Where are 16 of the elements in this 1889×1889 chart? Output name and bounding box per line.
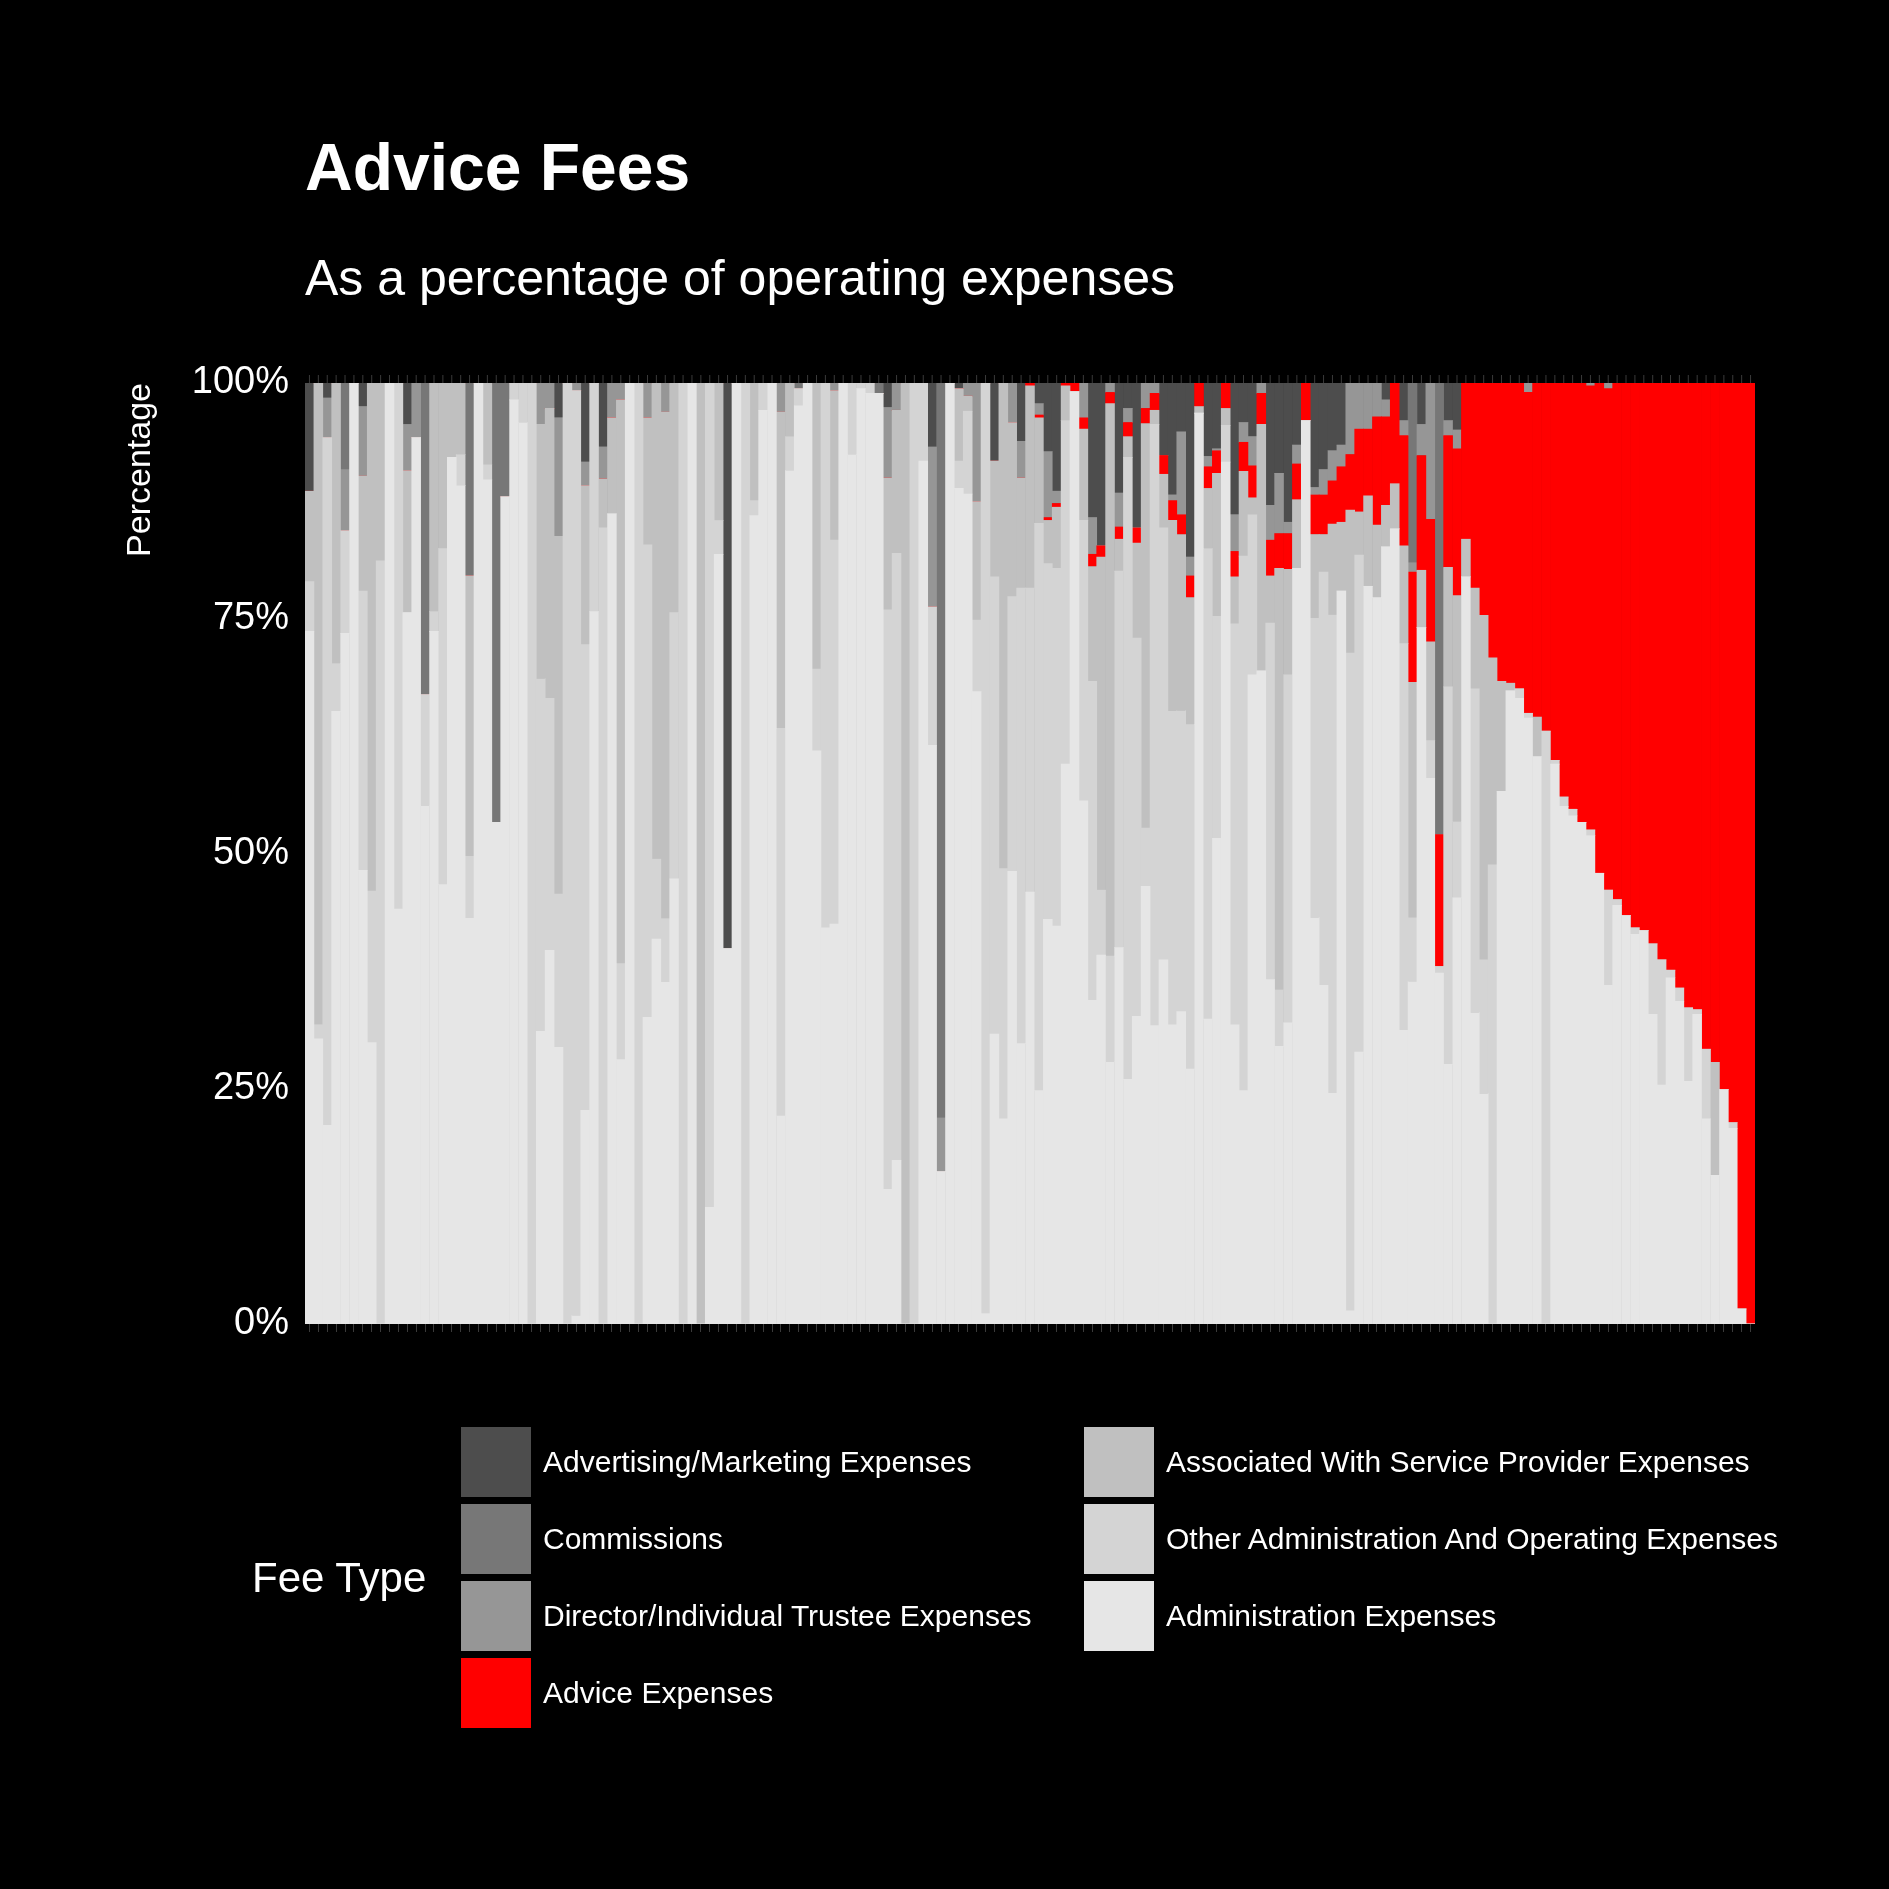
y-tick-label: 100% xyxy=(191,359,289,402)
y-tick-label: 75% xyxy=(212,594,289,637)
legend-label: Administration Expenses xyxy=(1166,1599,1497,1633)
y-tick-label: 0% xyxy=(234,1300,289,1343)
legend-label: Advertising/Marketing Expenses xyxy=(543,1445,972,1479)
legend-label: Associated With Service Provider Expenses xyxy=(1166,1445,1750,1479)
y-tick-label: 25% xyxy=(212,1065,289,1108)
chart-title: Advice Fees xyxy=(305,130,691,204)
legend-label: Commissions xyxy=(543,1522,724,1556)
legend-label: Director/Individual Trustee Expenses xyxy=(543,1599,1032,1633)
y-axis-title: Percentage xyxy=(118,383,157,557)
legend-label: Advice Expenses xyxy=(543,1676,774,1710)
legend-title: Fee Type xyxy=(252,1554,427,1601)
y-tick-label: 50% xyxy=(212,829,289,872)
legend-label: Other Administration And Operating Expenses xyxy=(1166,1522,1779,1556)
chart-subtitle: As a percentage of operating expenses xyxy=(305,250,1176,306)
